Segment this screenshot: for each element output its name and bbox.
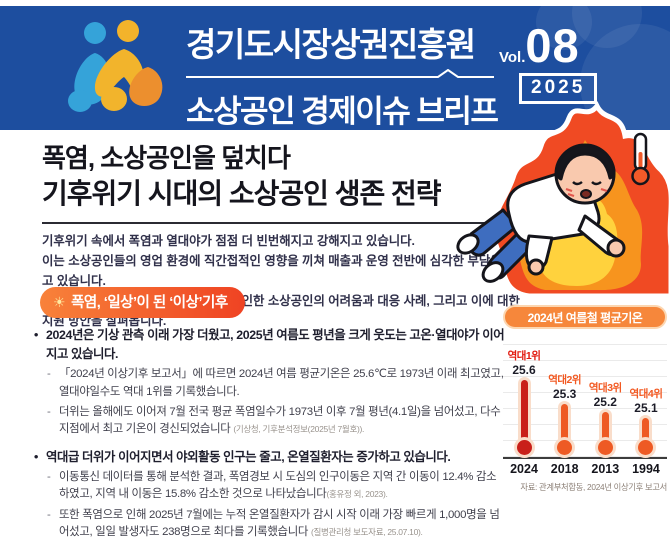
thermometer-stem xyxy=(520,380,528,442)
rank-label: 역대4위 xyxy=(629,388,663,400)
thermometer-bulb xyxy=(638,440,654,455)
vol-number: 08 xyxy=(525,19,580,72)
heatwave-illustration xyxy=(456,101,670,296)
bullet-sub-text: 이동통신 데이터를 통해 분석한 결과, 폭염경보 시 도심의 인구이동은 지역… xyxy=(59,471,497,501)
bullet-sub: 더위는 올해에도 이어져 7월 전국 평균 폭염일수가 1973년 이후 7월 … xyxy=(34,404,506,439)
chart-title: 2024년 여름철 평균기온 xyxy=(503,305,667,329)
chart-source: 자료: 관계부처합동, 2024년 이상기후 보고서 xyxy=(520,482,667,492)
bullet-sub-text: 또한 폭염으로 인해 2025년 7월에는 누적 온열질환자가 감시 시작 이래… xyxy=(59,508,500,539)
thermometer-bar-1994: 역대4위 25.1 xyxy=(628,386,664,457)
exhausted-person-illustration xyxy=(456,143,626,283)
thermometer-stem xyxy=(561,404,569,442)
x-tick: 1994 xyxy=(632,462,660,476)
thermometer-stem xyxy=(642,418,650,442)
x-tick: 2024 xyxy=(510,462,538,476)
bullet-main: 2024년은 기상 관측 이래 가장 더웠고, 2025년 여름도 평년을 크게… xyxy=(34,326,506,363)
rank-label: 역대3위 xyxy=(588,382,622,394)
year-badge: 2025 xyxy=(519,73,598,104)
summer-temperature-chart: 2024년 여름철 평균기온 역대1위 25.6 역대2위 25.3 역대3위 … xyxy=(503,305,667,493)
value-label: 25.1 xyxy=(634,401,658,415)
vol-prefix: Vol. xyxy=(499,49,526,66)
section-heading-label: 폭염, ‘일상’이 된 ‘이상’기후 xyxy=(71,295,228,311)
bullet-sub-text: 더위는 올해에도 이어져 7월 전국 평균 폭염일수가 1973년 이후 7월 … xyxy=(59,405,501,436)
page-title-line2: 기후위기 시대의 소상공인 생존 전략 xyxy=(42,177,442,209)
title-divider xyxy=(42,222,490,224)
bullet-main: 역대급 더위가 이어지면서 야외활동 인구는 줄고, 온열질환자는 증가하고 있… xyxy=(34,448,506,467)
org-name: 경기도시장상권진흥원 xyxy=(186,26,476,63)
thermometer-stem xyxy=(601,412,609,442)
header-banner: 경기도시장상권진흥원 소상공인 경제이슈 브리프 Vol. 08 2025 xyxy=(0,6,670,130)
bullet-sub: 「2024년 이상기후 보고서」에 따르면 2024년 여름 평균기온은 25.… xyxy=(34,366,506,401)
rank-label: 역대2위 xyxy=(548,374,582,386)
thermometer-bar-2018: 역대2위 25.3 xyxy=(547,372,583,457)
section-heading-badge: ☀ 폭염, ‘일상’이 된 ‘이상’기후 xyxy=(40,287,245,318)
thermometer-bulb xyxy=(557,440,573,455)
bullet-sub: 이동통신 데이터를 통해 분석한 결과, 폭염경보 시 도심의 인구이동은 지역… xyxy=(34,469,506,504)
thermometer-bulb xyxy=(597,440,613,455)
volume-block: Vol. 08 2025 xyxy=(499,19,598,104)
sun-icon: ☀ xyxy=(53,293,66,310)
intro-line: 기후위기 속에서 폭염과 열대야가 점점 더 빈번해지고 강해지고 있습니다. xyxy=(42,234,415,248)
rank-label: 역대1위 xyxy=(507,350,541,362)
watermark-shape xyxy=(536,6,592,50)
value-label: 25.2 xyxy=(593,395,617,409)
bullet-sub: 또한 폭염으로 인해 2025년 7월에는 누적 온열질환자가 감시 시작 이래… xyxy=(34,507,506,541)
x-tick: 2018 xyxy=(550,462,579,476)
section-body: 2024년은 기상 관측 이래 가장 더웠고, 2025년 여름도 평년을 크게… xyxy=(34,317,506,541)
intro-line: 이는 소상공인들의 영업 환경에 직간접적인 영향을 끼쳐 매출과 운영 전반에… xyxy=(42,254,517,289)
chart-x-axis: 2024 2018 2013 1994 xyxy=(503,462,667,476)
page-title-line1: 폭염, 소상공인을 덮치다 xyxy=(42,143,291,173)
value-label: 25.3 xyxy=(552,387,577,401)
chart-plot-area: 역대1위 25.6 역대2위 25.3 역대3위 25.2 역대4위 25.1 xyxy=(503,333,667,459)
header-titles: 경기도시장상권진흥원 소상공인 경제이슈 브리프 xyxy=(186,18,506,130)
thermometer-bulb xyxy=(516,440,532,455)
org-logo-icon xyxy=(68,20,163,112)
citation: (질병관리청 보도자료, 25.07.10). xyxy=(310,527,423,538)
title-underline xyxy=(186,68,494,78)
value-label: 25.6 xyxy=(512,363,536,377)
page-title: 폭염, 소상공인을 덮치다 기후위기 시대의 소상공인 생존 전략 xyxy=(42,142,442,211)
x-tick: 2013 xyxy=(591,462,620,476)
thermometer-bar-2013: 역대3위 25.2 xyxy=(587,380,623,457)
citation: (기상청, 기후분석정보(2025년 7월호)). xyxy=(233,424,365,435)
thermometer-icon xyxy=(631,132,650,186)
citation: (홍유정 외, 2023). xyxy=(326,489,388,500)
thermometer-bar-2024: 역대1위 25.6 xyxy=(506,348,542,457)
brief-title: 소상공인 경제이슈 브리프 xyxy=(186,94,499,129)
